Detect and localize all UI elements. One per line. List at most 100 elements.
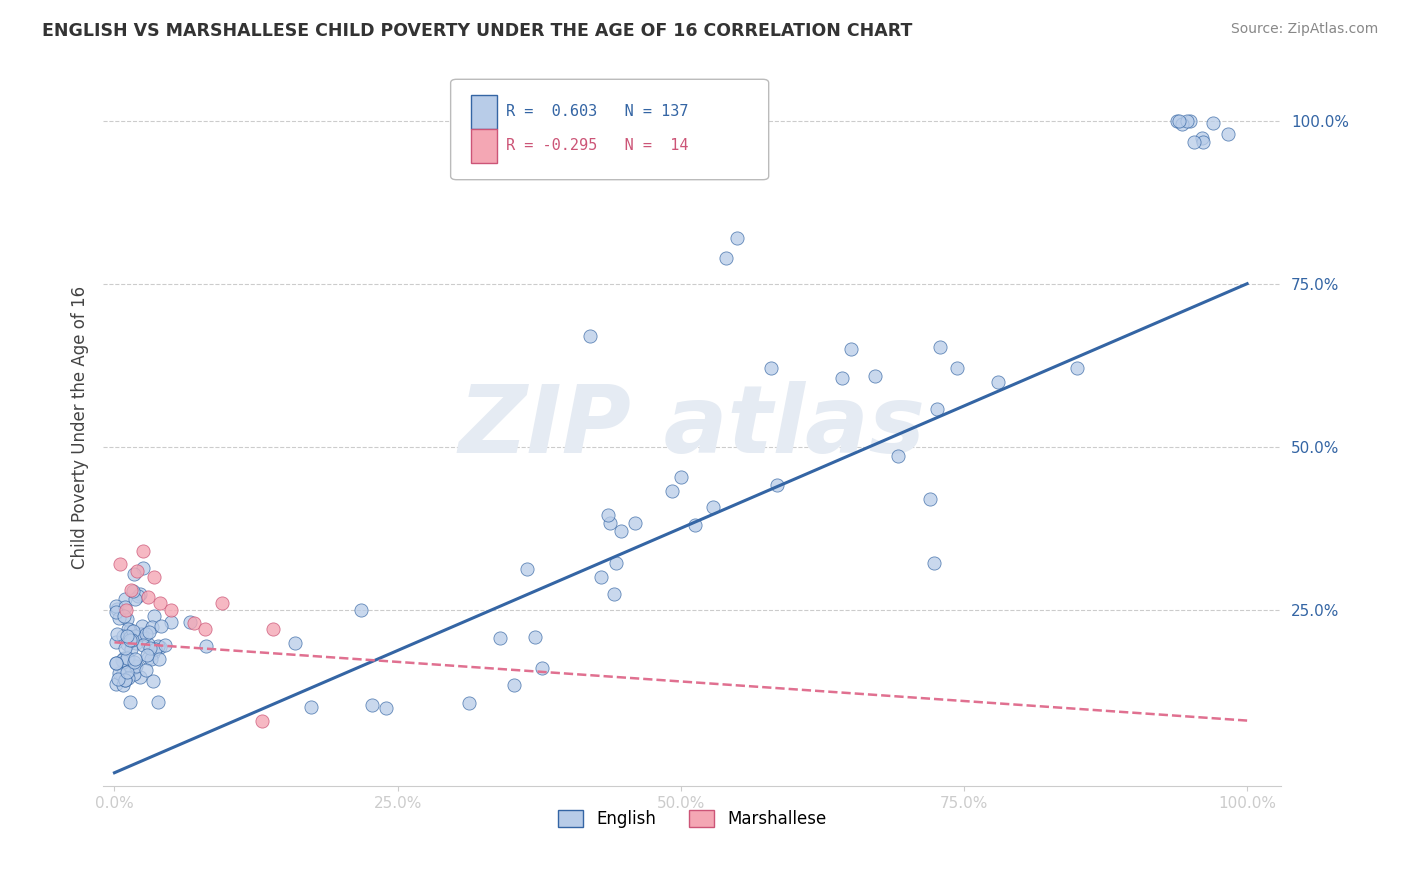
Point: [146, 695, 169, 709]
Point: [117, 651, 139, 665]
Point: [112, 609, 135, 624]
Point: [127, 589, 149, 603]
Point: [922, 556, 945, 570]
Point: [1171, 117, 1194, 131]
Point: [108, 665, 131, 680]
Point: [117, 623, 139, 637]
Point: [124, 660, 146, 674]
Point: [127, 564, 149, 578]
Point: [122, 666, 145, 681]
Point: [105, 656, 128, 670]
Point: [136, 637, 159, 651]
Point: [142, 674, 165, 689]
Point: [114, 600, 136, 615]
FancyBboxPatch shape: [471, 95, 496, 129]
Point: [350, 603, 373, 617]
Point: [987, 375, 1010, 389]
Point: [153, 638, 176, 652]
Point: [1168, 114, 1191, 128]
Point: [141, 620, 163, 634]
Point: [136, 648, 159, 662]
Point: [111, 678, 134, 692]
Point: [114, 603, 136, 617]
Point: [1192, 135, 1215, 149]
Point: [125, 659, 148, 673]
Point: [117, 671, 139, 685]
Point: [132, 560, 155, 574]
Point: [115, 637, 138, 651]
Point: [149, 596, 172, 610]
Point: [148, 639, 170, 653]
Point: [194, 622, 217, 636]
Point: [105, 627, 128, 641]
Point: [1180, 114, 1202, 128]
Point: [610, 524, 633, 539]
Point: [284, 636, 307, 650]
Point: [131, 618, 153, 632]
Point: [605, 556, 627, 570]
Point: [120, 633, 142, 648]
Point: [591, 570, 613, 584]
Point: [115, 665, 138, 679]
Point: [105, 656, 128, 670]
Point: [139, 652, 162, 666]
Point: [120, 642, 142, 657]
Point: [114, 673, 136, 687]
Point: [179, 615, 201, 629]
Legend: English, Marshallese: English, Marshallese: [551, 804, 834, 835]
Text: ZIP atlas: ZIP atlas: [458, 381, 925, 473]
Point: [107, 672, 129, 686]
Point: [489, 632, 512, 646]
Point: [299, 700, 322, 714]
Point: [1066, 361, 1088, 376]
Point: [250, 714, 273, 728]
Point: [111, 629, 134, 643]
Point: [148, 652, 170, 666]
Point: [111, 653, 134, 667]
Point: [523, 631, 546, 645]
Point: [142, 646, 165, 660]
Point: [1182, 136, 1205, 150]
Point: [138, 625, 160, 640]
FancyBboxPatch shape: [471, 128, 496, 163]
Point: [129, 627, 152, 641]
Point: [115, 629, 138, 643]
FancyBboxPatch shape: [451, 79, 769, 179]
Point: [111, 668, 134, 682]
Point: [132, 544, 155, 558]
Point: [124, 652, 146, 666]
Point: [105, 602, 128, 616]
Point: [211, 596, 233, 610]
Point: [105, 677, 128, 691]
Text: Source: ZipAtlas.com: Source: ZipAtlas.com: [1230, 22, 1378, 37]
Text: R = -0.295   N =  14: R = -0.295 N = 14: [506, 138, 689, 153]
Point: [122, 655, 145, 669]
Point: [863, 369, 886, 384]
Point: [104, 605, 127, 619]
Point: [361, 698, 384, 712]
Point: [603, 587, 626, 601]
Point: [114, 640, 136, 655]
Point: [887, 450, 910, 464]
Point: [1166, 113, 1188, 128]
Point: [143, 608, 166, 623]
Point: [115, 650, 138, 665]
Point: [118, 695, 141, 709]
Point: [831, 371, 853, 385]
Point: [1216, 127, 1239, 141]
Point: [927, 402, 949, 417]
Point: [502, 678, 524, 692]
Y-axis label: Child Poverty Under the Age of 16: Child Poverty Under the Age of 16: [72, 285, 89, 569]
Point: [111, 655, 134, 669]
Point: [105, 635, 128, 649]
Point: [195, 639, 218, 653]
Point: [661, 483, 683, 498]
Point: [121, 624, 143, 639]
Text: ENGLISH VS MARSHALLESE CHILD POVERTY UNDER THE AGE OF 16 CORRELATION CHART: ENGLISH VS MARSHALLESE CHILD POVERTY UND…: [42, 22, 912, 40]
Point: [115, 612, 138, 626]
Point: [839, 342, 862, 356]
Point: [129, 670, 152, 684]
Point: [1202, 116, 1225, 130]
Point: [714, 251, 737, 265]
Point: [725, 231, 748, 245]
